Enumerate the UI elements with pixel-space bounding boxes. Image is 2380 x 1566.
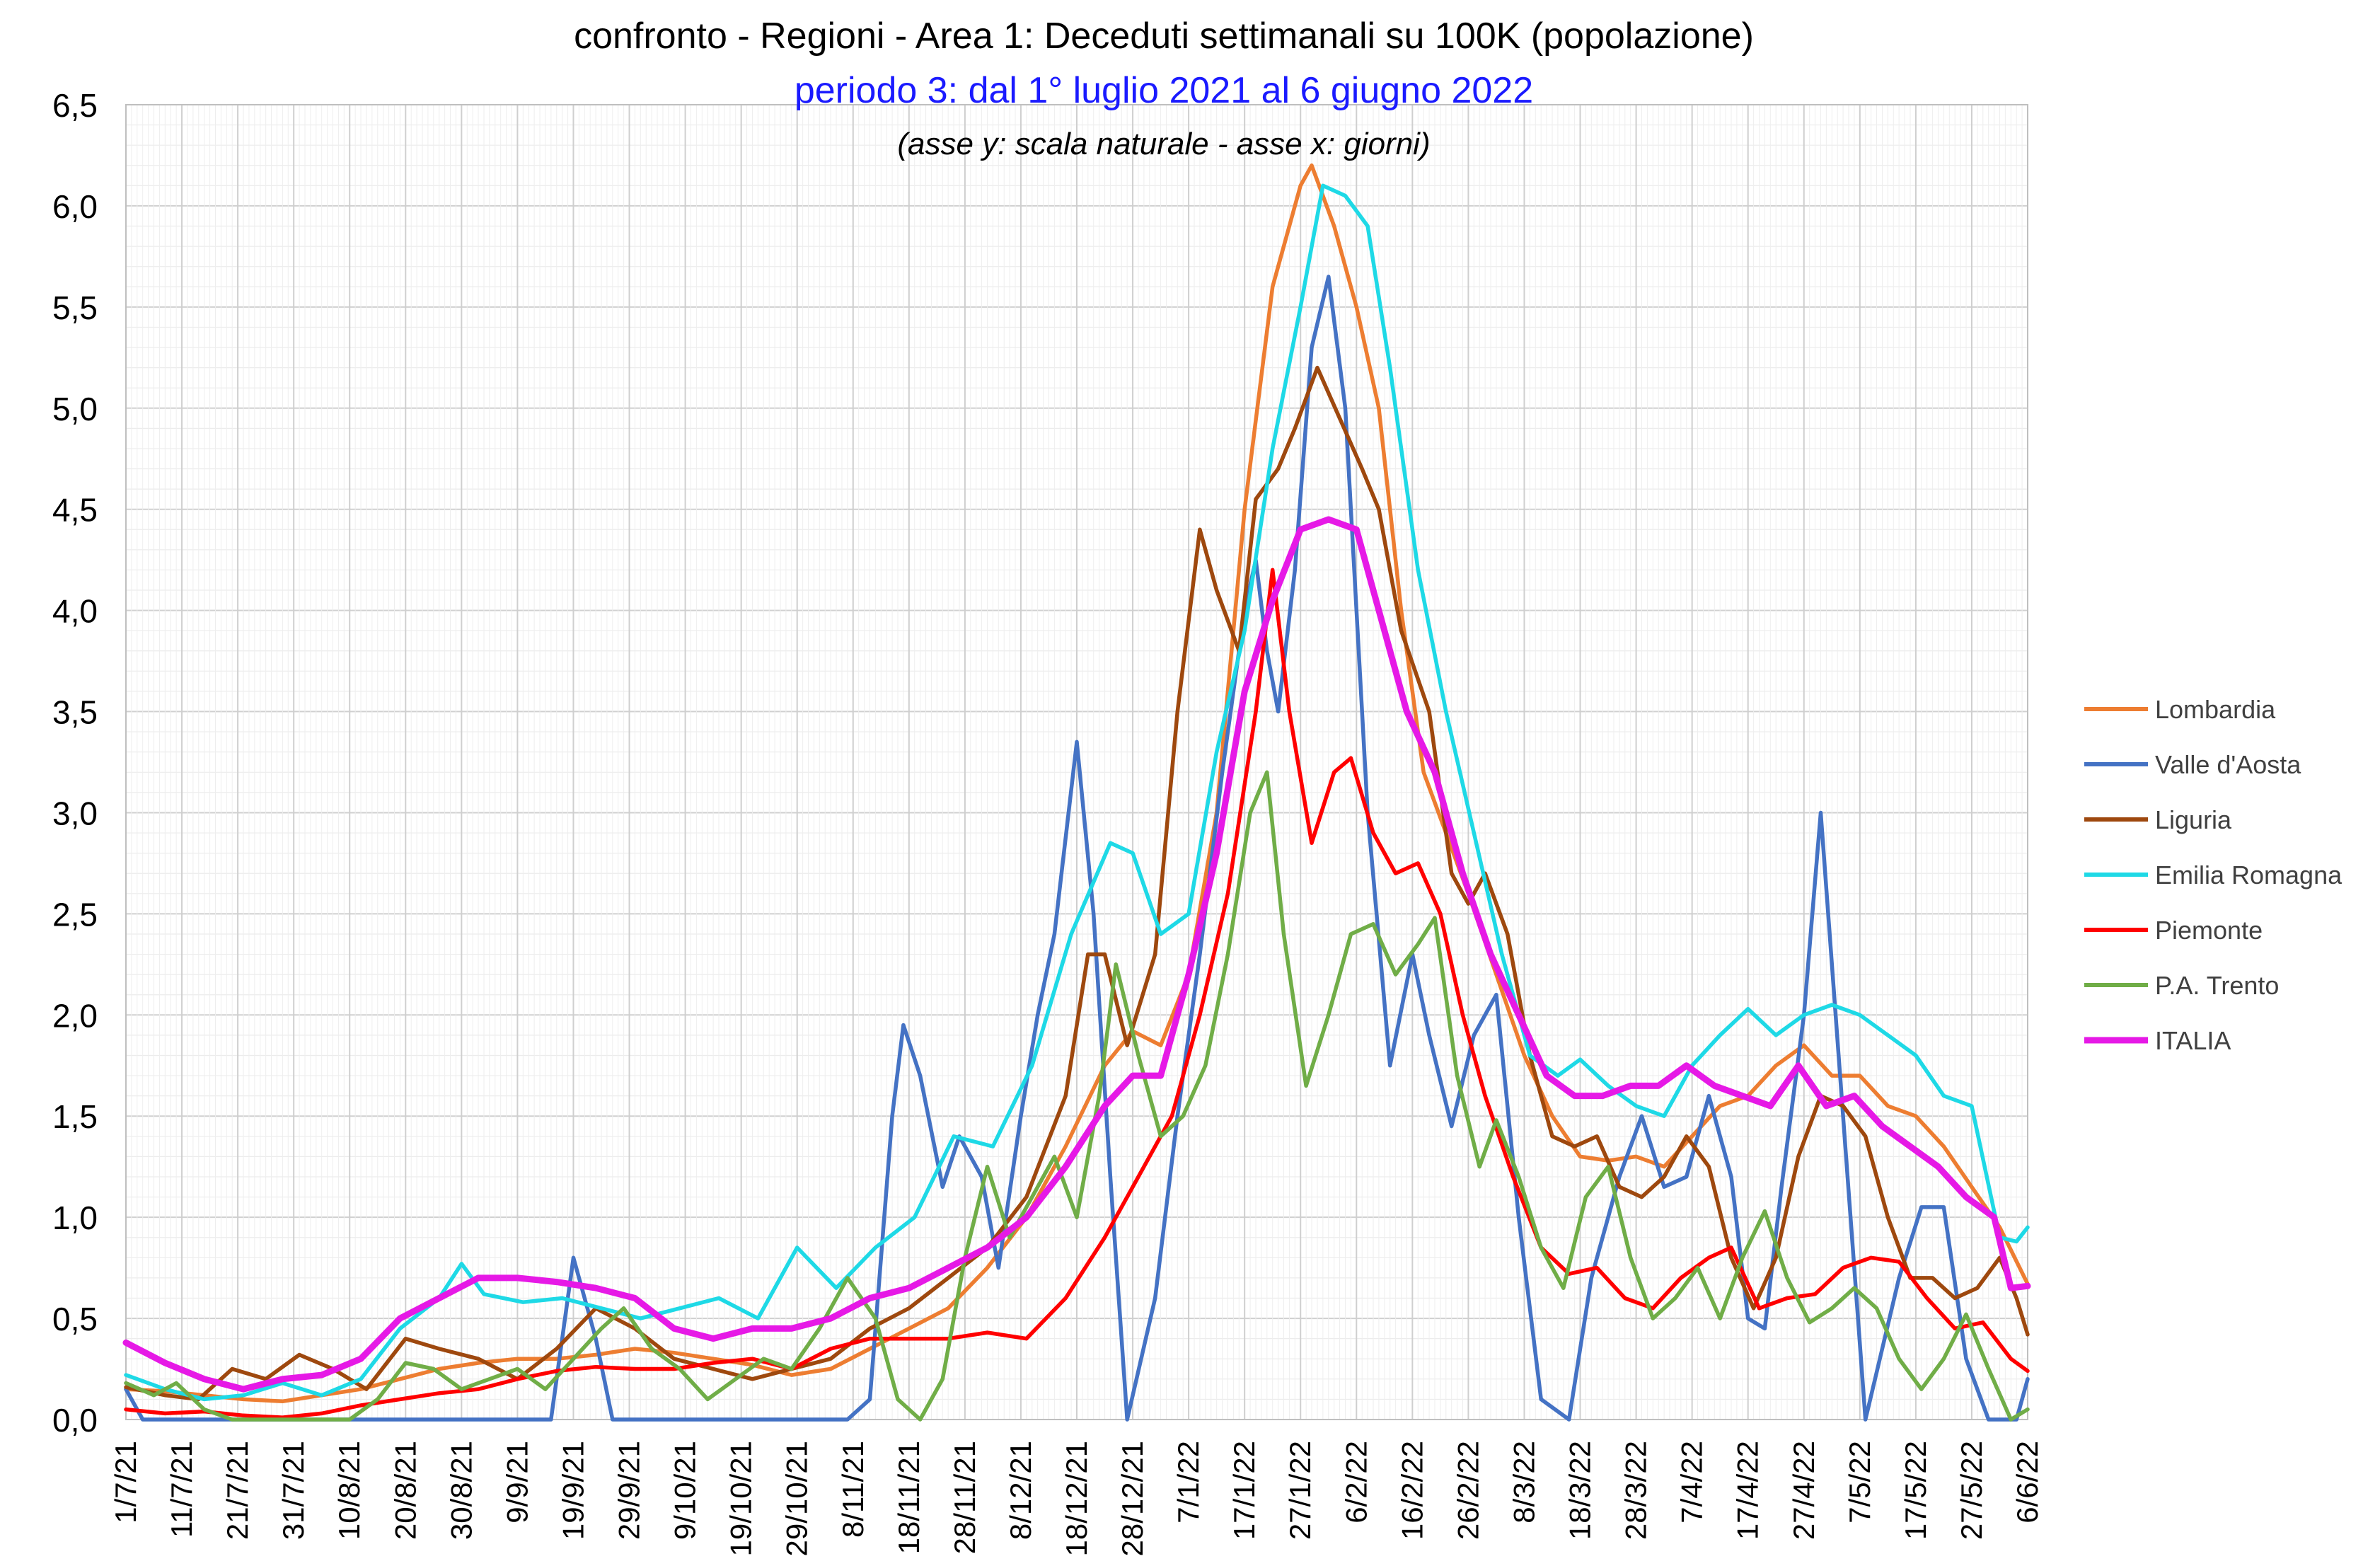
- plot-area-border: [125, 104, 2028, 1420]
- x-tick-label: 17/5/22: [1899, 1441, 1932, 1540]
- legend-label-p-a-trento: P.A. Trento: [2155, 971, 2279, 1000]
- x-tick-label: 9/9/21: [500, 1441, 533, 1524]
- y-tick-label: 4,5: [52, 492, 98, 529]
- x-tick-label: 19/10/21: [724, 1441, 758, 1557]
- x-tick-label: 28/11/21: [948, 1441, 981, 1554]
- series-line-piemonte: [124, 568, 2030, 1420]
- x-tick-label: 27/5/22: [1955, 1441, 1988, 1540]
- x-tick-label: 7/1/22: [1172, 1441, 1205, 1524]
- x-axis-ticks: 1/7/21 11/7/21 21/7/21 31/7/21 10/8/21 20/8/2…: [109, 1441, 2044, 1557]
- x-tick-label: 9/10/21: [669, 1441, 702, 1540]
- x-tick-label: 17/4/22: [1731, 1441, 1764, 1540]
- legend-label-piemonte: Piemonte: [2155, 916, 2263, 945]
- chart-title: confronto - Regioni - Area 1: Deceduti s…: [574, 16, 1754, 57]
- x-tick-label: 7/4/22: [1675, 1441, 1709, 1524]
- y-tick-label: 5,5: [52, 289, 98, 326]
- x-tick-label: 28/3/22: [1619, 1441, 1653, 1540]
- y-tick-label: 1,0: [52, 1199, 98, 1236]
- x-tick-label: 31/7/21: [277, 1441, 310, 1540]
- series-line-emilia-romagna: [124, 183, 2030, 1402]
- chart-subtitle-axes: (asse y: scala naturale - asse x: giorni…: [897, 127, 1430, 161]
- y-tick-label: 0,5: [52, 1301, 98, 1337]
- x-tick-label: 6/6/22: [2011, 1441, 2044, 1524]
- series-lines: [122, 163, 2031, 1422]
- y-tick-label: 2,5: [52, 896, 98, 933]
- x-tick-label: 21/7/21: [221, 1441, 254, 1540]
- x-tick-label: 26/2/22: [1451, 1441, 1484, 1540]
- x-tick-label: 8/11/21: [836, 1441, 870, 1538]
- legend-label-emilia-romagna: Emilia Romagna: [2155, 860, 2343, 889]
- x-tick-label: 18/12/21: [1060, 1441, 1093, 1557]
- y-axis-ticks: 0,0 0,5 1,0 1,5 2,0 2,5 3,0 3,5 4,0 4,5 5,0 5,5 6,0 6…: [52, 87, 98, 1439]
- x-tick-label: 6/2/22: [1339, 1441, 1373, 1524]
- y-tick-label: 5,0: [52, 391, 98, 427]
- chart-subtitle: periodo 3: dal 1° luglio 2021 al 6 giugn…: [795, 70, 1533, 111]
- series-line-valle-d-aosta: [124, 275, 2030, 1422]
- series-line-liguria: [124, 365, 2030, 1402]
- series-line-p-a-trento: [124, 770, 2030, 1422]
- series-line-italia: [122, 516, 2031, 1393]
- y-tick-label: 2,0: [52, 997, 98, 1034]
- x-tick-label: 27/1/22: [1283, 1441, 1317, 1540]
- x-tick-label: 16/2/22: [1395, 1441, 1428, 1540]
- x-tick-label: 17/1/22: [1227, 1441, 1261, 1540]
- y-tick-label: 3,5: [52, 694, 98, 731]
- x-tick-label: 30/8/21: [444, 1441, 478, 1540]
- y-tick-label: 6,0: [52, 188, 98, 225]
- legend-label-liguria: Liguria: [2155, 805, 2232, 834]
- x-tick-label: 1/7/21: [109, 1441, 142, 1524]
- x-tick-label: 19/9/21: [556, 1441, 589, 1540]
- x-tick-label: 28/12/21: [1116, 1441, 1149, 1557]
- x-tick-label: 10/8/21: [333, 1441, 366, 1540]
- legend: Lombardia Valle d'Aosta Liguria Emilia Roma…: [2084, 695, 2343, 1055]
- y-tick-label: 4,0: [52, 593, 98, 630]
- legend-label-italia: ITALIA: [2155, 1026, 2231, 1055]
- x-tick-label: 8/12/21: [1004, 1441, 1037, 1540]
- y-tick-label: 6,5: [52, 87, 98, 124]
- x-tick-label: 18/3/22: [1564, 1441, 1597, 1540]
- grid: [125, 104, 2028, 1420]
- x-tick-label: 8/3/22: [1507, 1441, 1540, 1524]
- x-tick-label: 20/8/21: [388, 1441, 422, 1540]
- x-tick-label: 18/11/21: [892, 1441, 925, 1554]
- y-tick-label: 3,0: [52, 795, 98, 831]
- x-tick-label: 27/4/22: [1787, 1441, 1820, 1540]
- legend-label-lombardia: Lombardia: [2155, 695, 2276, 724]
- y-tick-label: 1,5: [52, 1098, 98, 1135]
- x-tick-label: 29/9/21: [613, 1441, 646, 1540]
- legend-label-valle-d-aosta: Valle d'Aosta: [2155, 750, 2301, 779]
- x-tick-label: 29/10/21: [780, 1441, 814, 1557]
- x-tick-label: 11/7/21: [165, 1441, 198, 1538]
- y-tick-label: 0,0: [52, 1402, 98, 1439]
- x-tick-label: 7/5/22: [1843, 1441, 1876, 1524]
